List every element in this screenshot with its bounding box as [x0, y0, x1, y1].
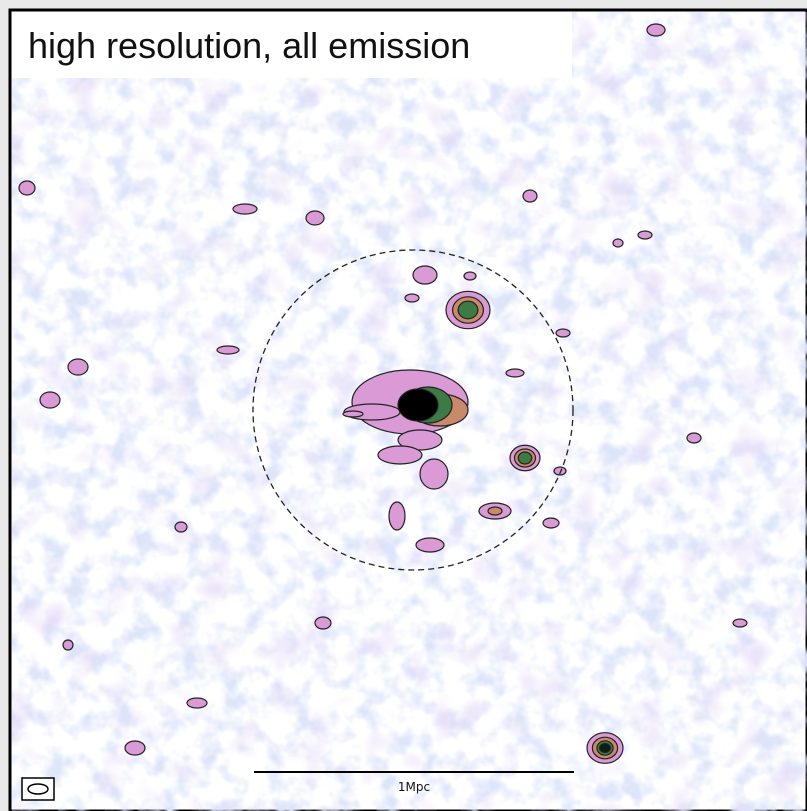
emission-halo [647, 24, 665, 36]
emission-halo [233, 204, 257, 214]
emission-halo [556, 329, 570, 337]
emission-halo [638, 231, 652, 239]
emission-halo [543, 518, 559, 528]
beam-box [22, 778, 54, 800]
emission-halo [413, 266, 437, 284]
page: high resolution, all emission 1Mpc (() =… [0, 0, 807, 811]
emission-halo [63, 640, 73, 650]
emission-halo [687, 433, 701, 443]
emission-halo [315, 617, 331, 629]
emission-halo [19, 181, 35, 195]
map-area [12, 12, 807, 811]
map-title: high resolution, all emission [28, 25, 470, 66]
emission-core [600, 744, 611, 753]
emission-halo [343, 411, 363, 417]
scale-label: 1Mpc [398, 780, 430, 794]
emission-halo [175, 522, 187, 532]
emission-halo [378, 446, 422, 464]
emission-halo [187, 698, 207, 708]
emission-halo [68, 359, 88, 375]
emission-core [398, 389, 438, 421]
emission-halo [389, 502, 405, 530]
emission-halo [464, 272, 476, 280]
emission-halo [733, 619, 747, 627]
emission-halo [40, 392, 60, 408]
emission-halo [416, 538, 444, 552]
emission-halo [420, 459, 448, 489]
emission-contour [458, 301, 478, 319]
emission-halo [523, 190, 537, 202]
emission-halo [405, 294, 419, 302]
emission-contour [488, 507, 502, 515]
emission-halo [613, 239, 623, 247]
emission-halo [217, 346, 239, 354]
radio-map: high resolution, all emission 1Mpc [0, 0, 807, 811]
emission-halo [306, 211, 324, 225]
emission-contour [518, 452, 532, 464]
emission-halo [125, 741, 145, 755]
emission-halo [506, 369, 524, 377]
